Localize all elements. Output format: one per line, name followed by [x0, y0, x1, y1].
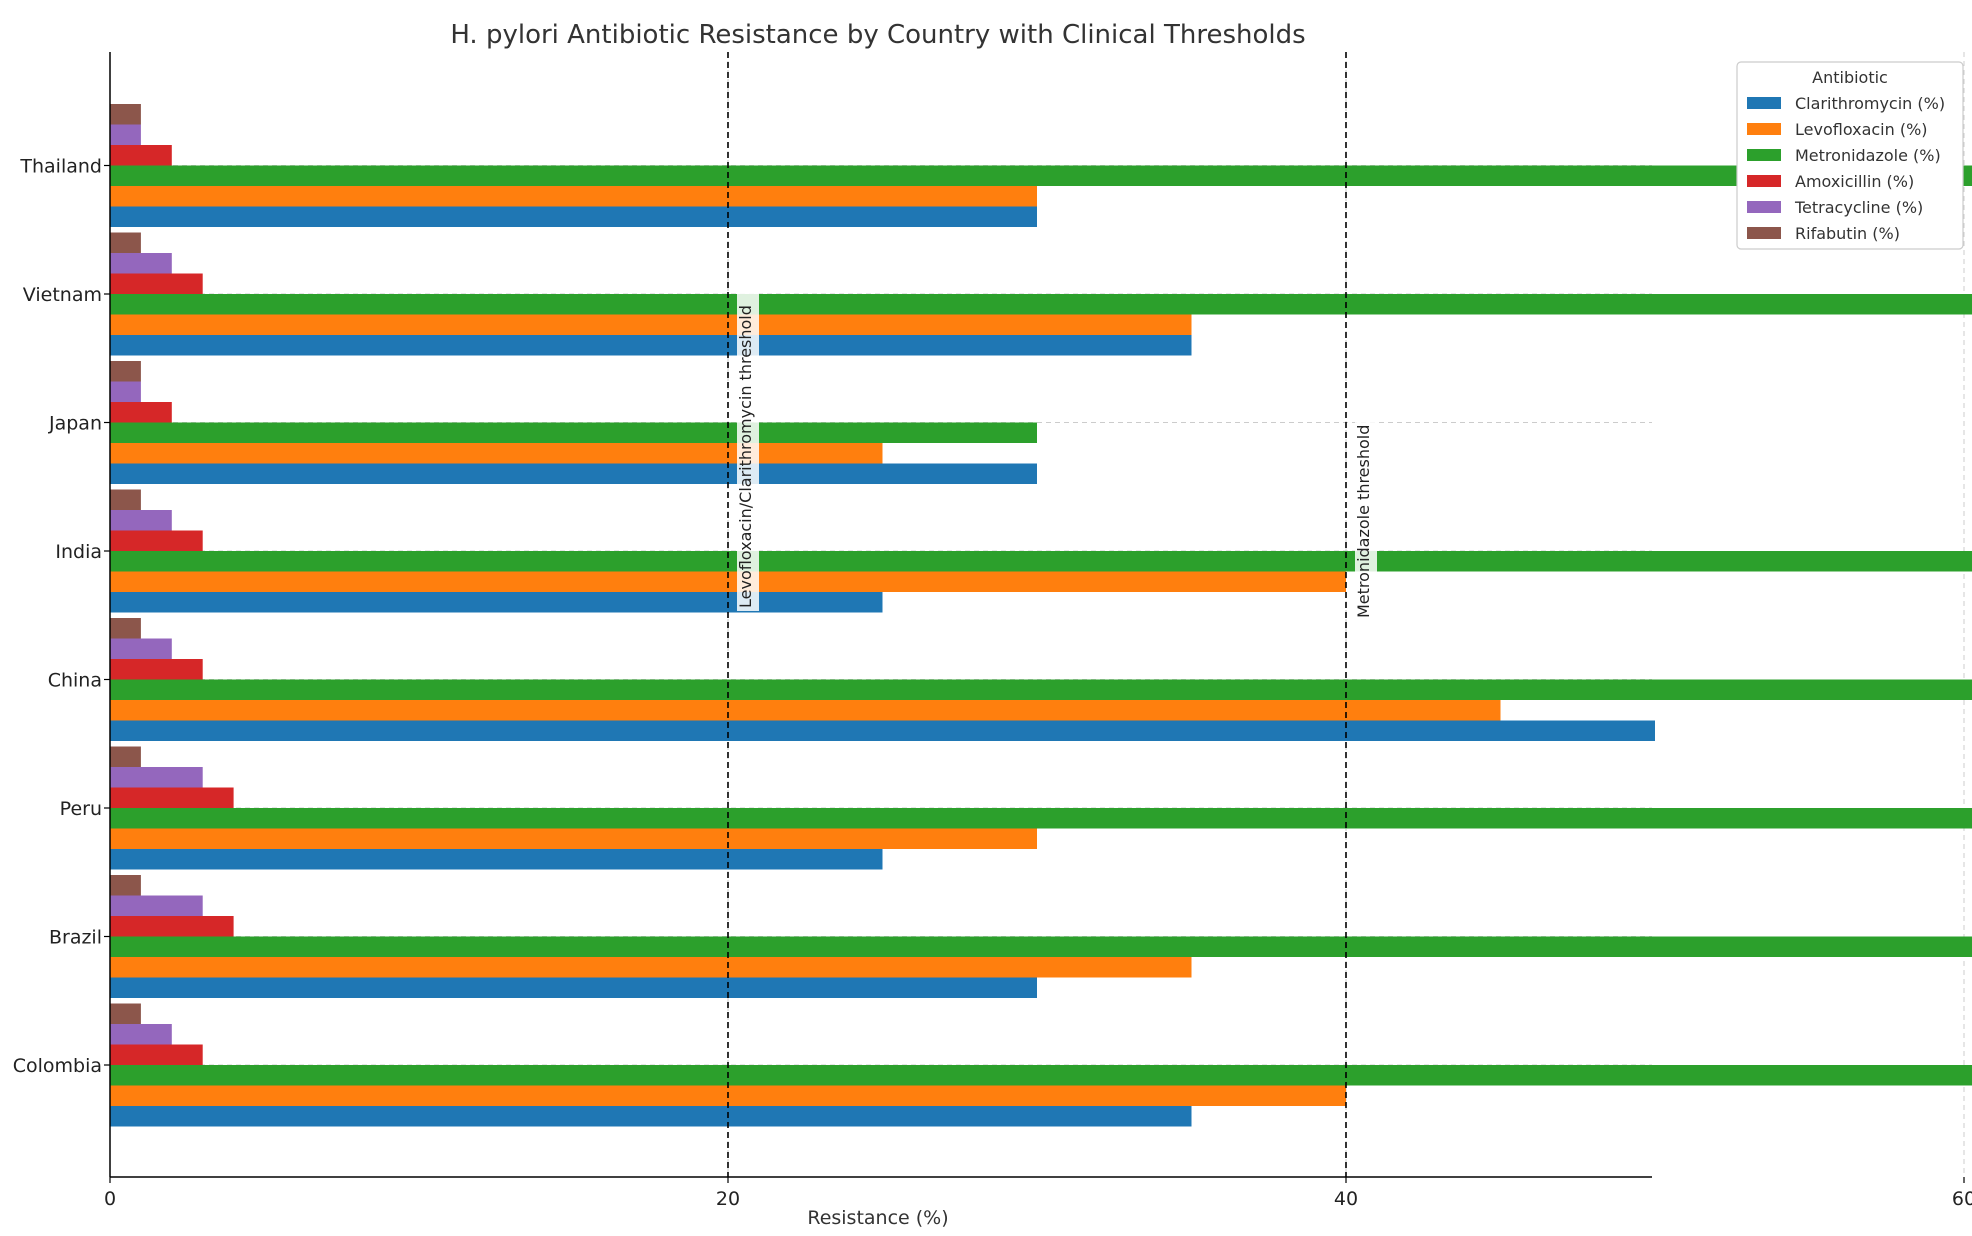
legend-swatch-0	[1747, 97, 1781, 109]
bar-colombia-0	[110, 1106, 1192, 1127]
x-tick-label-1: 20	[716, 1188, 740, 1210]
bar-colombia-3	[110, 1044, 203, 1065]
thresholds: Levofloxacin/Clarithromycin threshold Met…	[727, 52, 1377, 1177]
bar-thailand-3	[110, 145, 172, 166]
legend-swatch-3	[1747, 175, 1781, 187]
bar-japan-2	[110, 422, 1037, 443]
bar-vietnam-3	[110, 273, 203, 294]
legend-entry-0: Clarithromycin (%)	[1795, 94, 1945, 113]
bar-thailand-5	[110, 104, 141, 125]
threshold-label-bg-0	[737, 260, 759, 611]
bar-colombia-5	[110, 1003, 141, 1024]
bar-japan-1	[110, 443, 883, 464]
y-tick-label-brazil: Brazil	[49, 927, 102, 949]
legend-swatch-4	[1747, 201, 1781, 213]
bar-peru-5	[110, 746, 141, 767]
axes	[109, 52, 1652, 1178]
bar-japan-4	[110, 381, 141, 402]
threshold-label-1: Metronidazole threshold	[1354, 425, 1373, 618]
bar-japan-0	[110, 463, 1037, 484]
threshold-label-0: Levofloxacin/Clarithromycin threshold	[736, 305, 755, 608]
bar-china-3	[110, 659, 203, 680]
y-tick-label-china: China	[48, 670, 102, 692]
bar-india-3	[110, 530, 203, 551]
y-ticks: Colombia Brazil Peru China India Japan Vietnam…	[13, 156, 110, 1077]
bar-india-1	[110, 571, 1346, 592]
legend-entry-2: Metronidazole (%)	[1795, 146, 1941, 165]
x-tick-label-0: 0	[104, 1188, 116, 1210]
bar-peru-1	[110, 828, 1037, 849]
threshold-label-bg-1	[1355, 401, 1377, 621]
x-ticks: 020406080	[104, 1177, 1972, 1210]
bar-brazil-3	[110, 916, 234, 937]
bar-india-2	[110, 551, 1972, 572]
y-tick-label-thailand: Thailand	[19, 156, 102, 178]
bar-vietnam-0	[110, 335, 1192, 356]
legend-title: Antibiotic	[1812, 68, 1888, 87]
bar-thailand-1	[110, 186, 1037, 207]
y-tick-label-peru: Peru	[60, 798, 102, 820]
legend-entry-1: Levofloxacin (%)	[1795, 120, 1928, 139]
x-tick-label-3: 60	[1952, 1188, 1972, 1210]
legend-entry-5: Rifabutin (%)	[1795, 224, 1900, 243]
y-tick-label-vietnam: Vietnam	[23, 284, 102, 306]
legend-frame	[1736, 61, 1964, 250]
bar-japan-3	[110, 402, 172, 423]
bar-brazil-5	[110, 875, 141, 896]
legend-entry-3: Amoxicillin (%)	[1795, 172, 1914, 191]
bar-brazil-2	[110, 936, 1972, 957]
bar-colombia-4	[110, 1024, 172, 1045]
chart-title: H. pylori Antibiotic Resistance by Count…	[450, 20, 1305, 50]
bar-vietnam-2	[110, 294, 1972, 315]
bar-peru-4	[110, 767, 203, 788]
legend: Antibiotic Clarithromycin (%) Levofloxacin…	[1736, 61, 1964, 250]
bar-peru-0	[110, 849, 883, 870]
bar-brazil-1	[110, 957, 1192, 978]
y-tick-label-japan: Japan	[48, 413, 102, 435]
bar-china-4	[110, 638, 172, 659]
legend-swatch-2	[1747, 149, 1781, 161]
bar-colombia-2	[110, 1065, 1972, 1086]
bar-brazil-4	[110, 895, 203, 916]
legend-swatch-5	[1747, 227, 1781, 239]
bar-china-0	[110, 720, 1655, 741]
x-axis-label: Resistance (%)	[807, 1207, 948, 1229]
bar-vietnam-4	[110, 253, 172, 274]
bar-thailand-0	[110, 206, 1037, 227]
bar-china-1	[110, 700, 1501, 721]
bar-china-2	[110, 679, 1972, 700]
bar-peru-2	[110, 808, 1972, 829]
bar-vietnam-5	[110, 232, 141, 253]
bar-thailand-4	[110, 124, 141, 145]
bar-vietnam-1	[110, 314, 1192, 335]
bar-japan-5	[110, 361, 141, 382]
bar-thailand-2	[110, 165, 1972, 186]
bar-india-4	[110, 510, 172, 531]
legend-entry-4: Tetracycline (%)	[1794, 198, 1923, 217]
bar-brazil-0	[110, 977, 1037, 998]
y-tick-label-india: India	[55, 541, 102, 563]
bar-china-5	[110, 618, 141, 639]
x-tick-label-2: 40	[1334, 1188, 1358, 1210]
bars	[110, 104, 1972, 1127]
legend-swatch-1	[1747, 123, 1781, 135]
bar-india-0	[110, 592, 883, 613]
bar-india-5	[110, 489, 141, 510]
bar-peru-3	[110, 787, 234, 808]
y-tick-label-colombia: Colombia	[13, 1055, 102, 1077]
